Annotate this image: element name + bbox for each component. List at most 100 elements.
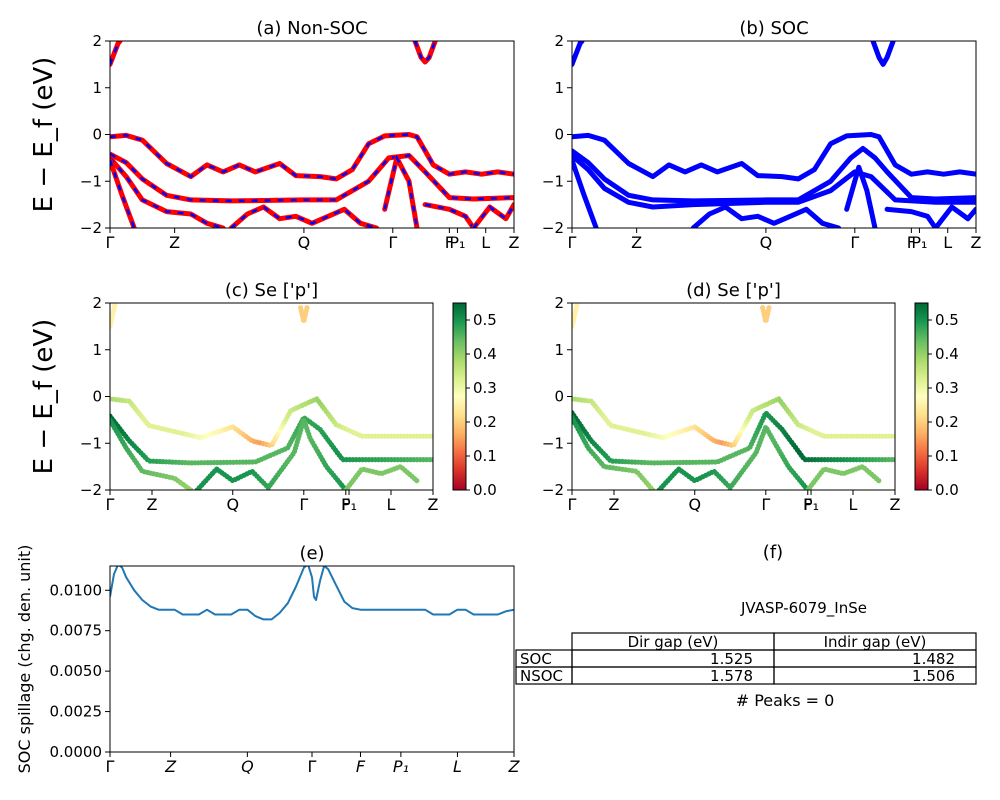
xtick-label-e-6: L [453, 757, 462, 776]
panel-c-title: (c) Se ['p'] [225, 280, 318, 301]
band-line-b-2 [572, 132, 976, 182]
xtick-label-e-2: Q [241, 757, 254, 776]
band-dash-a-9 [472, 203, 514, 228]
xtick-label-b-4: F [907, 233, 916, 252]
ytick-label-c-1: 1 [92, 341, 102, 359]
axes-frame-e [109, 565, 515, 753]
dos-point-d-4-36 [650, 487, 656, 490]
colorbar-tick-label-c-5: 0.5 [473, 311, 497, 329]
ylabel-e: SOC spillage (chg. den. unit) [15, 545, 34, 774]
panel-d: (d) Se ['p']210−1−2Γ Z Q Γ FP₁ L Z0.00.10.20.3… [542, 280, 959, 514]
band-line-a-5 [110, 157, 137, 228]
band-dash-a-6 [230, 205, 377, 228]
ytick-label-b-3: −1 [542, 172, 564, 190]
colorbar-tick-label-d-4: 0.4 [935, 345, 959, 363]
axes-frame-c [109, 302, 434, 491]
table-header-indir: Indir gap (eV) [824, 633, 927, 651]
ytick-label-b-0: 2 [554, 32, 564, 50]
xtick-label-c-4: F [341, 495, 350, 514]
xtick-label-d-0: Γ [568, 495, 577, 514]
table-row-label-soc: SOC [520, 650, 552, 668]
band-line-b-4 [572, 153, 976, 210]
plot-area-d [572, 303, 895, 490]
ytick-label-d-4: −2 [542, 481, 564, 499]
ytick-label-a-3: −1 [80, 172, 102, 190]
table-row-label-nsoc: NSOC [520, 667, 563, 685]
band-line-b-7 [844, 164, 878, 228]
xtick-label-e-7: Z [508, 757, 521, 776]
colorbar-bar-c [452, 302, 467, 491]
axes-frame-b [571, 40, 977, 229]
xtick-label-d-6: L [849, 495, 858, 514]
dos-point-c-6-28 [414, 478, 420, 484]
ytick-label-e-4: 0.0100 [50, 581, 103, 599]
plot-area-a [110, 41, 514, 228]
ylabel-a: E − E_f (eV) [29, 57, 59, 213]
xtick-label-c-3: Γ [299, 495, 308, 514]
ytick-label-a-4: −2 [80, 219, 102, 237]
xtick-label-d-1: Z [609, 495, 620, 514]
table-value-nsoc-indir: 1.506 [912, 667, 955, 685]
ytick-label-b-2: 0 [554, 126, 564, 144]
xtick-label-a-5: P₁ [449, 233, 465, 252]
ytick-label-e-1: 0.0025 [50, 703, 103, 721]
xtick-label-e-5: P₁ [393, 757, 409, 776]
dos-point-d-3-123 [892, 457, 895, 463]
ytick-label-d-3: −1 [542, 434, 564, 452]
xtick-label-d-5: P₁ [803, 495, 819, 514]
ylabel-c: E − E_f (eV) [29, 319, 59, 475]
table-name: JVASP-6079_InSe [740, 599, 867, 618]
dos-point-c-3-120 [430, 457, 433, 463]
xtick-label-c-1: Z [147, 495, 158, 514]
ytick-label-d-2: 0 [554, 388, 564, 406]
xtick-label-a-2: Q [298, 233, 311, 252]
band-line-b-0 [572, 41, 585, 67]
xtick-label-b-7: Z [971, 233, 982, 252]
xtick-label-a-3: Γ [388, 233, 397, 252]
colorbar-tick-label-d-1: 0.1 [935, 447, 959, 465]
xtick-label-e-3: Γ [308, 757, 317, 776]
band-line-b-9 [933, 204, 976, 228]
gap-table [515, 632, 977, 685]
colorbar-tick-label-d-5: 0.5 [935, 311, 959, 329]
panel-a-title: (a) Non-SOC [256, 18, 367, 39]
colorbar-d: 0.0 0.1 0.2 0.3 0.4 0.5 [914, 302, 959, 499]
ytick-label-c-3: −1 [80, 434, 102, 452]
xtick-label-d-3: Γ [761, 495, 770, 514]
dos-point-c-1-9 [304, 305, 310, 311]
dos-point-d-2-119 [892, 433, 895, 439]
band-line-a-8 [422, 202, 477, 228]
xtick-label-c-2: Q [226, 495, 239, 514]
ytick-label-a-1: 1 [92, 79, 102, 97]
table-cell-nsoc-indir [773, 666, 977, 685]
xtick-label-c-6: L [387, 495, 396, 514]
xtick-label-b-6: L [943, 233, 952, 252]
ytick-label-e-3: 0.0075 [50, 622, 103, 640]
xtick-label-a-0: Γ [106, 233, 115, 252]
ytick-label-b-1: 1 [554, 79, 564, 97]
xtick-label-d-2: Q [688, 495, 701, 514]
panel-b-title: (b) SOC [739, 18, 808, 39]
colorbar-tick-label-d-3: 0.3 [935, 379, 959, 397]
band-dash-a-2 [110, 133, 514, 181]
plot-area-b [572, 41, 976, 228]
table-value-soc-indir: 1.482 [912, 650, 955, 668]
table-value-nsoc-dir: 1.578 [710, 667, 753, 685]
band-line-b-3 [572, 146, 976, 204]
panel-f: (f) JVASP-6079_InSe Dir gap (eV) Indir g… [515, 542, 977, 710]
plot-area-e [110, 566, 514, 621]
colorbar-tick-label-c-0: 0.0 [473, 481, 497, 499]
xtick-label-c-7: Z [428, 495, 439, 514]
xtick-label-e-4: F [356, 757, 366, 776]
axes-frame-a [109, 40, 515, 229]
xtick-label-b-3: Γ [850, 233, 859, 252]
colorbar-tick-label-d-2: 0.2 [935, 413, 959, 431]
xtick-label-e-0: Γ [106, 757, 115, 776]
xtick-label-a-7: Z [509, 233, 520, 252]
band-line-b-6 [690, 204, 842, 228]
panel-e-title: (e) [299, 543, 324, 564]
table-header-dir: Dir gap (eV) [628, 633, 719, 651]
